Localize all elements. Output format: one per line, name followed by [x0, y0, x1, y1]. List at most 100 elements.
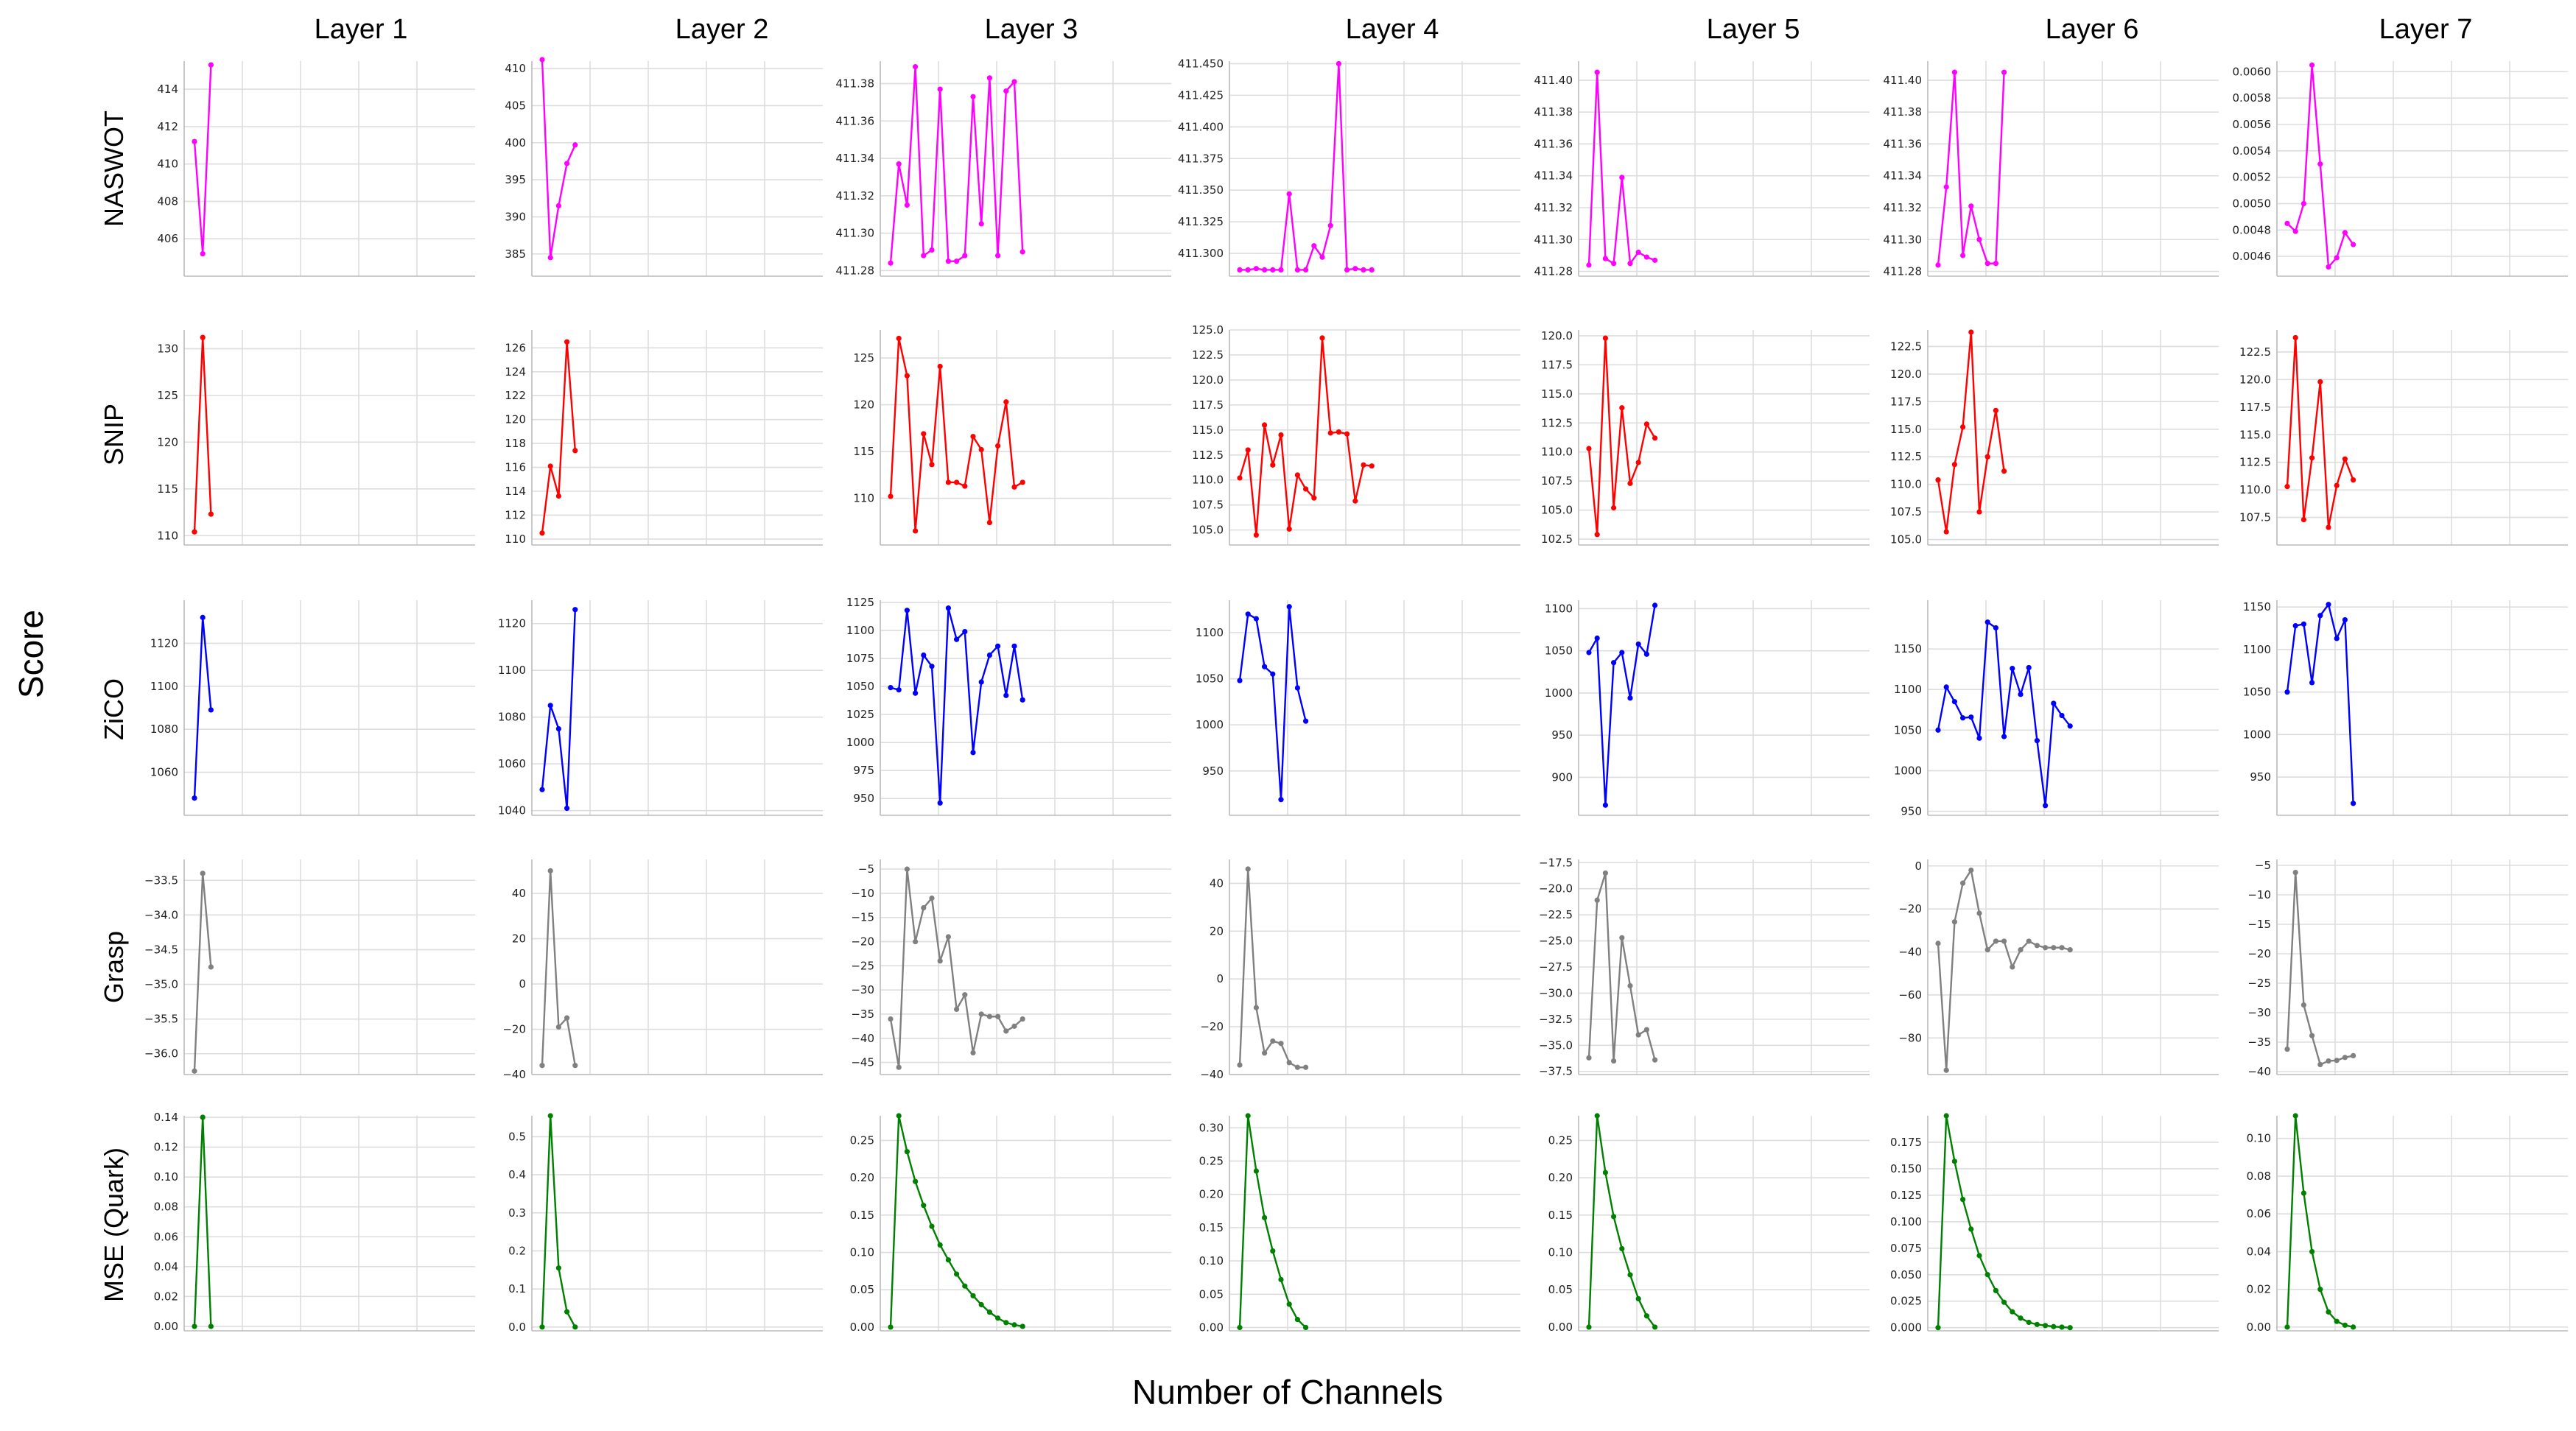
data-point: [888, 685, 894, 691]
data-point: [929, 895, 935, 901]
data-point: [888, 493, 894, 499]
data-point: [1253, 266, 1259, 272]
data-point: [1336, 60, 1341, 67]
data-point: [1270, 462, 1276, 468]
y-tick-label: 411.325: [1178, 215, 1224, 228]
y-tick-label: 950: [853, 792, 874, 805]
series-line: [1587, 1115, 1656, 1328]
data-point: [1951, 1158, 1957, 1164]
y-tick-label: −20: [851, 935, 874, 949]
data-point: [1003, 1028, 1009, 1034]
data-point: [1286, 191, 1292, 197]
y-tick-label: 411.30: [1534, 233, 1573, 246]
data-point: [1643, 1313, 1649, 1319]
data-point: [1984, 619, 1990, 625]
data-point: [1619, 650, 1625, 655]
data-point: [1960, 1197, 1966, 1203]
y-tick-label: 0.0056: [2233, 118, 2272, 131]
data-point: [1627, 695, 1633, 701]
data-point: [1303, 1324, 1309, 1331]
data-point: [913, 64, 919, 70]
data-point: [2326, 524, 2331, 530]
y-tick-label: 411.375: [1178, 152, 1224, 165]
y-tick-label: 900: [1551, 770, 1573, 784]
panel-mse-quark--layer-5: 0.00 0.05 0.10 0.15 0.20 0.25: [1548, 1113, 1870, 1334]
y-tick-label: 975: [853, 764, 874, 777]
data-point: [1984, 1272, 1990, 1278]
metric-title-2: ZiCO: [99, 678, 129, 740]
data-point: [2001, 69, 2007, 75]
series-line: [2286, 1115, 2354, 1329]
y-tick-label: 411.36: [836, 114, 875, 127]
data-point: [2059, 945, 2065, 951]
y-tick-label: −34.0: [144, 908, 178, 921]
panel-snip-layer-3: 110 115 120 125: [853, 330, 1171, 546]
x-axis-label: Number of Channels: [1132, 1373, 1443, 1411]
data-point: [564, 1015, 570, 1021]
data-point: [1976, 910, 1982, 916]
data-point: [1627, 982, 1633, 989]
y-tick-label: 1100: [846, 624, 874, 637]
y-tick-label: 125: [853, 351, 874, 365]
y-tick-label: 411.38: [1534, 105, 1573, 119]
y-tick-label: 0.00: [1548, 1321, 1573, 1334]
y-tick-label: 0.15: [1548, 1209, 1573, 1222]
metric-title-1: SNIP: [99, 404, 129, 465]
data-point: [2059, 1324, 2065, 1330]
data-point: [1361, 462, 1366, 468]
y-tick-label: 112: [505, 508, 526, 521]
series-line: [1937, 620, 2071, 806]
y-tick-label: 116: [505, 461, 526, 474]
y-tick-label: 411.30: [1884, 233, 1923, 246]
data-point: [945, 1257, 951, 1263]
y-tick-label: 410: [505, 62, 526, 75]
panel-mse-quark--layer-2: 0.0 0.1 0.2 0.3 0.4 0.5: [508, 1113, 823, 1334]
data-point: [2342, 456, 2348, 462]
data-point: [1003, 692, 1009, 698]
y-tick-label: −37.5: [1539, 1065, 1573, 1078]
series-line: [889, 1115, 1023, 1328]
data-point: [954, 1006, 960, 1013]
data-point: [1019, 249, 1025, 255]
data-point: [1019, 479, 1025, 485]
y-tick-label: 1000: [2243, 728, 2271, 741]
y-tick-label: −27.5: [1539, 960, 1573, 974]
data-point: [539, 787, 545, 792]
data-point: [2334, 482, 2340, 488]
y-tick-label: 0.100: [1890, 1215, 1922, 1228]
data-point: [1619, 1245, 1625, 1252]
data-point: [2284, 1047, 2290, 1052]
y-tick-label: −40: [851, 1032, 874, 1045]
data-point: [555, 203, 562, 208]
layer-title-2: Layer 2: [675, 14, 769, 45]
y-tick-label: 0.1: [508, 1282, 526, 1295]
panel-zico-layer-7: 950 1000 1050 1100 1150: [2243, 600, 2568, 816]
data-point: [896, 335, 902, 342]
y-tick-label: 40: [512, 887, 526, 900]
data-point: [1635, 460, 1641, 465]
data-point: [1003, 88, 1009, 94]
y-tick-label: 411.30: [836, 227, 875, 240]
data-point: [2317, 1287, 2323, 1293]
y-tick-label: 1050: [1196, 672, 1224, 686]
data-point: [2309, 1248, 2315, 1255]
data-point: [2309, 1033, 2315, 1038]
data-point: [954, 636, 960, 642]
data-point: [2351, 1052, 2356, 1058]
series-line: [1587, 605, 1656, 806]
data-point: [1237, 267, 1243, 273]
data-point: [1278, 432, 1284, 438]
y-tick-label: −20: [2247, 947, 2271, 960]
data-point: [1278, 267, 1284, 273]
data-point: [978, 679, 984, 685]
y-tick-label: 1125: [846, 596, 874, 609]
data-point: [2317, 161, 2323, 167]
data-point: [2026, 1319, 2032, 1326]
data-point: [2051, 1323, 2057, 1329]
data-point: [208, 964, 214, 970]
data-point: [896, 1064, 902, 1070]
y-tick-label: 1150: [1894, 642, 1922, 655]
data-point: [1245, 267, 1251, 273]
y-tick-label: 125: [157, 389, 178, 402]
data-point: [937, 86, 943, 92]
